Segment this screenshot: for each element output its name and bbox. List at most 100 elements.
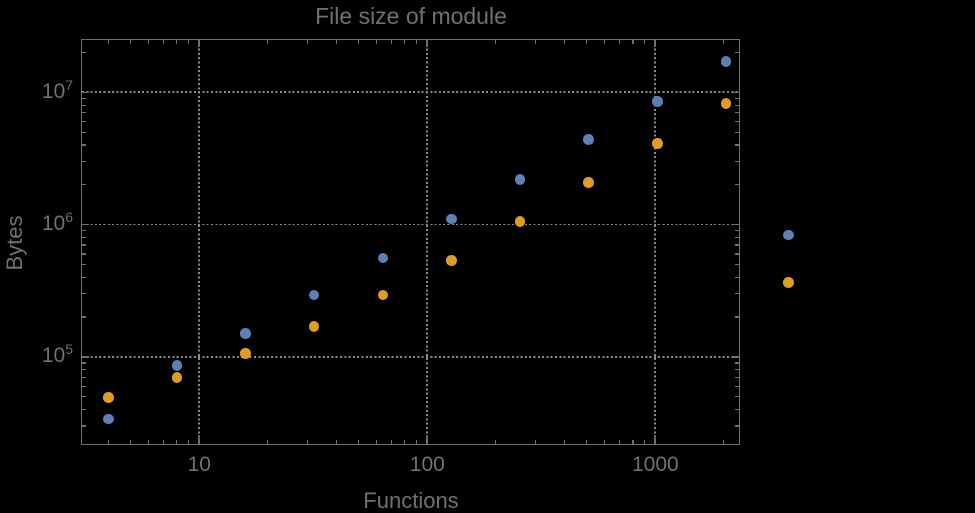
tick-x-top xyxy=(163,40,165,44)
data-point xyxy=(446,254,457,266)
tick-y-right xyxy=(735,385,739,387)
tick-x-top xyxy=(495,40,497,44)
tick-y-right xyxy=(735,230,739,232)
tick-y-left xyxy=(82,104,86,106)
tick-x-top xyxy=(107,40,109,44)
tick-y-left xyxy=(82,356,89,358)
tick-x-top xyxy=(147,40,149,44)
tick-y-right xyxy=(735,316,739,318)
tick-x-bottom xyxy=(187,440,190,444)
tick-y-left xyxy=(82,316,86,318)
tick-x-bottom xyxy=(375,440,377,444)
tick-y-right xyxy=(735,293,739,295)
data-point xyxy=(240,327,251,339)
gridline-y-1000000 xyxy=(82,223,739,226)
x-tick-label: 1000 xyxy=(631,453,679,476)
tick-x-bottom xyxy=(307,440,309,444)
y-tick-label: 106 xyxy=(41,208,73,235)
data-point xyxy=(652,95,663,107)
tick-x-bottom xyxy=(163,440,165,444)
tick-x-bottom xyxy=(335,440,337,444)
tick-x-top xyxy=(654,40,656,47)
tick-y-left xyxy=(82,160,86,163)
tick-x-top xyxy=(187,40,190,44)
tick-y-right xyxy=(735,396,739,398)
tick-y-left xyxy=(82,376,86,378)
tick-y-left xyxy=(82,223,89,226)
tick-y-right xyxy=(735,112,739,114)
tick-x-bottom xyxy=(644,440,646,444)
data-point xyxy=(720,97,732,109)
tick-x-bottom xyxy=(585,440,587,444)
tick-y-right xyxy=(732,223,739,226)
x-axis-label: Functions xyxy=(363,488,459,513)
tick-y-left xyxy=(82,408,86,411)
tick-y-left xyxy=(82,362,86,364)
tick-y-left xyxy=(82,293,86,295)
tick-y-left xyxy=(82,230,86,232)
data-point xyxy=(308,321,320,332)
tick-y-left xyxy=(82,276,86,278)
tick-x-bottom xyxy=(404,440,406,444)
tick-x-bottom xyxy=(426,437,428,444)
data-point xyxy=(171,372,183,383)
tick-x-top xyxy=(644,40,646,44)
tick-y-right xyxy=(732,91,739,93)
tick-y-right xyxy=(735,97,739,99)
tick-y-left xyxy=(82,369,86,371)
tick-x-bottom xyxy=(535,440,537,444)
data-point xyxy=(377,252,389,264)
tick-x-bottom xyxy=(619,440,621,444)
tick-y-right xyxy=(735,276,739,278)
tick-x-bottom xyxy=(415,440,418,444)
y-tick-label: 107 xyxy=(41,76,73,103)
tick-x-top xyxy=(723,40,725,44)
tick-y-right xyxy=(735,376,739,378)
tick-x-bottom xyxy=(357,440,359,444)
data-point xyxy=(514,173,526,185)
data-point xyxy=(720,56,732,68)
chart-title: File size of module xyxy=(315,3,507,29)
tick-y-left xyxy=(82,184,86,186)
x-tick-label: 100 xyxy=(409,453,445,476)
tick-x-top xyxy=(176,40,178,44)
data-point xyxy=(783,277,794,288)
tick-x-bottom xyxy=(198,437,200,444)
tick-y-right xyxy=(735,144,739,146)
gridline-x-1000 xyxy=(654,40,656,444)
tick-y-right xyxy=(735,131,739,133)
tick-y-left xyxy=(82,263,86,266)
tick-y-right xyxy=(735,121,739,123)
tick-x-bottom xyxy=(654,437,656,444)
tick-y-left xyxy=(82,51,86,54)
tick-x-top xyxy=(415,40,418,44)
tick-x-top xyxy=(535,40,537,44)
tick-x-top xyxy=(603,40,606,44)
tick-x-top xyxy=(357,40,359,44)
data-point xyxy=(102,413,114,425)
data-point xyxy=(514,216,526,228)
x-tick-label: 10 xyxy=(187,453,211,476)
tick-x-bottom xyxy=(632,440,634,444)
data-point xyxy=(102,392,114,403)
tick-x-top xyxy=(335,40,337,44)
tick-y-right xyxy=(735,263,739,266)
tick-y-left xyxy=(82,425,86,427)
tick-x-bottom xyxy=(129,440,131,444)
gridline-y-100000 xyxy=(82,356,739,358)
data-point xyxy=(783,229,794,241)
tick-y-right xyxy=(735,253,739,255)
tick-y-right xyxy=(735,369,739,371)
tick-y-left xyxy=(82,396,86,398)
tick-y-right xyxy=(735,236,739,238)
data-point xyxy=(308,289,320,301)
tick-x-bottom xyxy=(391,440,393,444)
tick-y-right xyxy=(735,425,739,427)
tick-y-left xyxy=(82,236,86,238)
tick-y-left xyxy=(82,385,86,387)
tick-y-right xyxy=(735,362,739,364)
tick-x-top xyxy=(404,40,406,44)
y-tick-label: 105 xyxy=(41,341,73,368)
tick-y-left xyxy=(82,144,86,146)
